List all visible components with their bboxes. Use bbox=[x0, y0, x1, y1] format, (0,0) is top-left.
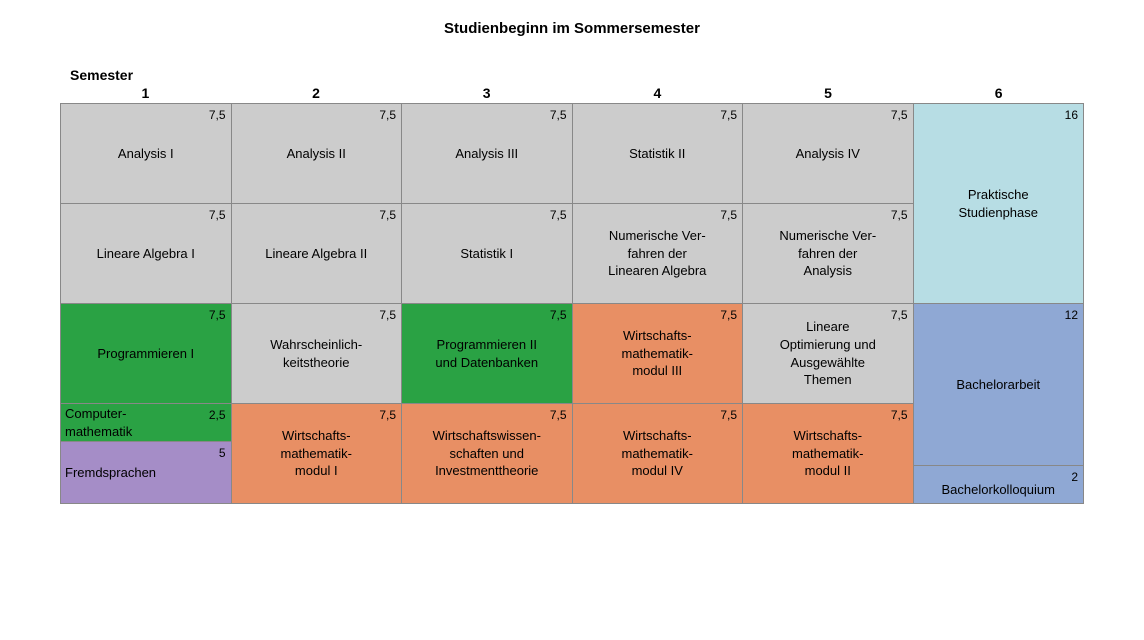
module-credits: 2,5 bbox=[209, 407, 226, 423]
module-label: Fremdsprachen bbox=[65, 464, 156, 482]
module-cell: 7,5 Analysis II bbox=[232, 104, 403, 204]
semester-header-3: 3 bbox=[401, 85, 572, 103]
module-cell: 7,5 Analysis I bbox=[61, 104, 232, 204]
module-credits: 7,5 bbox=[891, 407, 908, 423]
module-label: Analysis IV bbox=[796, 145, 860, 163]
module-credits: 7,5 bbox=[720, 407, 737, 423]
semester-header-5: 5 bbox=[743, 85, 914, 103]
semester-column-5: 7,5 Analysis IV 7,5 Numerische Ver-fahren d… bbox=[743, 104, 914, 504]
module-label: Programmieren IIund Datenbanken bbox=[435, 336, 538, 371]
module-cell: 7,5 Numerische Ver-fahren derLinearen Alg… bbox=[573, 204, 744, 304]
module-credits: 7,5 bbox=[891, 307, 908, 323]
module-label: Analysis III bbox=[455, 145, 518, 163]
semester-header-1: 1 bbox=[60, 85, 231, 103]
module-credits: 7,5 bbox=[379, 207, 396, 223]
module-cell: 12 Bachelorarbeit bbox=[914, 304, 1085, 466]
module-cell: 7,5 Wirtschafts-mathematik-modul I bbox=[232, 404, 403, 504]
module-label: Computer-mathematik bbox=[65, 405, 132, 440]
module-cell: 7,5 Statistik II bbox=[573, 104, 744, 204]
semester-column-2: 7,5 Analysis II 7,5 Lineare Algebra II 7,5 Wa… bbox=[232, 104, 403, 504]
module-credits: 7,5 bbox=[209, 207, 226, 223]
module-cell: 7,5 Wirtschafts-mathematik-modul III bbox=[573, 304, 744, 404]
module-cell: 7,5 Statistik I bbox=[402, 204, 573, 304]
module-label: Wahrscheinlich-keitstheorie bbox=[270, 336, 362, 371]
module-credits: 7,5 bbox=[550, 207, 567, 223]
module-cell: 7,5 Lineare Algebra I bbox=[61, 204, 232, 304]
module-cell: 2 Bachelorkolloquium bbox=[914, 466, 1085, 504]
page-title: Studienbeginn im Sommersemester bbox=[60, 20, 1084, 37]
module-credits: 7,5 bbox=[891, 107, 908, 123]
module-cell: 7,5 Analysis IV bbox=[743, 104, 914, 204]
semester-header-row: 123456 bbox=[60, 85, 1084, 103]
module-credits: 7,5 bbox=[550, 407, 567, 423]
study-plan-grid: 7,5 Analysis I 7,5 Lineare Algebra I 7,5 Prog… bbox=[60, 103, 1084, 504]
module-credits: 5 bbox=[219, 445, 226, 461]
module-cell: 5 Fremdsprachen bbox=[61, 442, 232, 504]
module-credits: 2 bbox=[1071, 469, 1078, 485]
module-cell: 7,5 LineareOptimierung undAusgewählteThem… bbox=[743, 304, 914, 404]
module-cell: 2,5 Computer-mathematik bbox=[61, 404, 232, 442]
module-label: Bachelorarbeit bbox=[956, 376, 1040, 394]
module-label: Statistik I bbox=[460, 245, 513, 263]
module-label: LineareOptimierung undAusgewählteThemen bbox=[780, 318, 876, 388]
module-credits: 7,5 bbox=[209, 307, 226, 323]
module-label: Numerische Ver-fahren derLinearen Algebr… bbox=[608, 227, 706, 280]
module-cell: 7,5 Wirtschafts-mathematik-modul IV bbox=[573, 404, 744, 504]
module-cell: 7,5 Programmieren IIund Datenbanken bbox=[402, 304, 573, 404]
module-label: Wirtschafts-mathematik-modul IV bbox=[621, 427, 693, 480]
module-label: Wirtschaftswissen-schaften undInvestment… bbox=[433, 427, 541, 480]
module-credits: 7,5 bbox=[550, 107, 567, 123]
module-label: Programmieren I bbox=[97, 345, 194, 363]
semester-column-3: 7,5 Analysis III 7,5 Statistik I 7,5 Programm… bbox=[402, 104, 573, 504]
module-label: Wirtschafts-mathematik-modul I bbox=[280, 427, 352, 480]
semester-header-2: 2 bbox=[231, 85, 402, 103]
module-credits: 7,5 bbox=[379, 107, 396, 123]
semester-column-1: 7,5 Analysis I 7,5 Lineare Algebra I 7,5 Prog… bbox=[61, 104, 232, 504]
semester-column-4: 7,5 Statistik II 7,5 Numerische Ver-fahren … bbox=[573, 104, 744, 504]
module-label: Lineare Algebra I bbox=[97, 245, 195, 263]
module-label: Statistik II bbox=[629, 145, 685, 163]
semester-column-6: 16 PraktischeStudienphase 12 Bachelorarbeit… bbox=[914, 104, 1085, 504]
module-credits: 7,5 bbox=[891, 207, 908, 223]
semester-heading: Semester bbox=[70, 67, 1084, 83]
module-label: Numerische Ver-fahren derAnalysis bbox=[779, 227, 876, 280]
semester-header-4: 4 bbox=[572, 85, 743, 103]
module-credits: 7,5 bbox=[720, 107, 737, 123]
semester-header-6: 6 bbox=[913, 85, 1084, 103]
module-label: PraktischeStudienphase bbox=[958, 186, 1038, 221]
module-label: Wirtschafts-mathematik-modul III bbox=[621, 327, 693, 380]
module-cell: 7,5 Wahrscheinlich-keitstheorie bbox=[232, 304, 403, 404]
module-label: Analysis I bbox=[118, 145, 174, 163]
module-cell: 7,5 Numerische Ver-fahren derAnalysis bbox=[743, 204, 914, 304]
module-credits: 7,5 bbox=[550, 307, 567, 323]
module-cell: 7,5 Lineare Algebra II bbox=[232, 204, 403, 304]
module-label: Wirtschafts-mathematik-modul II bbox=[792, 427, 864, 480]
module-credits: 12 bbox=[1065, 307, 1078, 323]
module-credits: 7,5 bbox=[209, 107, 226, 123]
module-credits: 16 bbox=[1065, 107, 1078, 123]
module-credits: 7,5 bbox=[720, 207, 737, 223]
module-label: Bachelorkolloquium bbox=[942, 481, 1055, 499]
module-credits: 7,5 bbox=[379, 307, 396, 323]
module-credits: 7,5 bbox=[720, 307, 737, 323]
module-credits: 7,5 bbox=[379, 407, 396, 423]
module-label: Lineare Algebra II bbox=[265, 245, 367, 263]
module-cell: 7,5 Programmieren I bbox=[61, 304, 232, 404]
module-cell: 16 PraktischeStudienphase bbox=[914, 104, 1085, 304]
module-cell: 7,5 Wirtschafts-mathematik-modul II bbox=[743, 404, 914, 504]
module-label: Analysis II bbox=[287, 145, 346, 163]
module-cell: 7,5 Analysis III bbox=[402, 104, 573, 204]
module-cell: 7,5 Wirtschaftswissen-schaften undInvestm… bbox=[402, 404, 573, 504]
